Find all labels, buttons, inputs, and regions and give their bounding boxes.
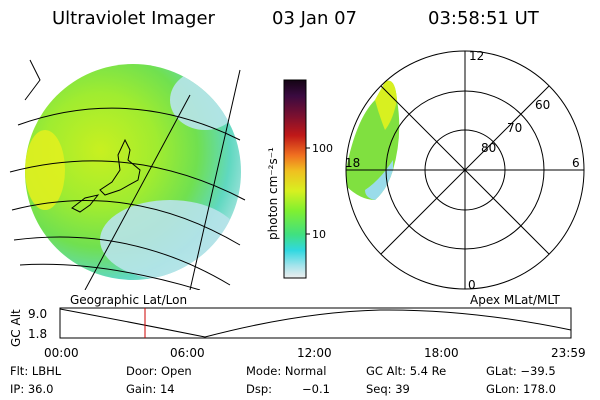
- info-dsp-value: −0.1: [302, 382, 330, 396]
- colorbar-tick-10: 10: [312, 228, 326, 241]
- timeline-xtick-0000: 00:00: [44, 346, 79, 360]
- lat-label-60: 60: [535, 98, 550, 112]
- polar-caption: Apex MLat/MLT: [470, 293, 560, 307]
- timeline-ytick-low: 1.8: [28, 327, 47, 341]
- mlt-label-0: 0: [468, 278, 476, 292]
- timeline-axis-label: GC Alt: [9, 309, 23, 347]
- timeline-xtick-0600: 06:00: [170, 346, 205, 360]
- info-mode: Mode: Normal: [246, 364, 327, 378]
- info-ip: IP: 36.0: [10, 382, 54, 396]
- date-label: 03 Jan 07: [272, 8, 357, 29]
- info-glon: GLon: 178.0: [486, 382, 556, 396]
- info-dsp-label: Dsp:: [246, 382, 273, 396]
- timeline-xtick-1800: 18:00: [424, 346, 459, 360]
- colorbar: 100 10 photon cm⁻²s⁻¹: [266, 79, 333, 279]
- mlt-label-12: 12: [469, 49, 484, 63]
- timeline-xtick-2359: 23:59: [551, 346, 586, 360]
- info-door: Door: Open: [126, 364, 192, 378]
- time-label: 03:58:51 UT: [428, 8, 539, 29]
- lat-label-70: 70: [507, 121, 522, 135]
- altitude-timeline: GC Alt 9.0 1.8: [9, 307, 572, 347]
- colorbar-unit-label: photon cm⁻²s⁻¹: [266, 147, 280, 240]
- new-zealand-coastline: [99, 138, 141, 196]
- latlon-grid: [9, 59, 246, 290]
- info-gain: Gain: 14: [126, 382, 175, 396]
- map-caption: Geographic Lat/Lon: [70, 293, 188, 307]
- mlt-label-18: 18: [345, 156, 360, 170]
- lat-label-80: 80: [481, 141, 496, 155]
- mlt-label-6: 6: [572, 156, 580, 170]
- colorbar-tick-100: 100: [312, 142, 333, 155]
- timeline-ytick-high: 9.0: [28, 307, 47, 321]
- info-glat: GLat: −39.5: [486, 364, 556, 378]
- info-seq: Seq: 39: [366, 382, 410, 396]
- instrument-title: Ultraviolet Imager: [52, 8, 215, 29]
- timeline-frame: [59, 307, 572, 339]
- polar-plot: 12 18 6 0 60 70 80: [345, 49, 585, 292]
- south-island-coastline: [71, 194, 100, 213]
- geographic-map: [9, 59, 246, 290]
- info-gc-alt: GC Alt: 5.4 Re: [366, 364, 447, 378]
- timeline-xtick-1200: 12:00: [297, 346, 332, 360]
- altitude-curve: [59, 308, 572, 338]
- info-flt: Flt: LBHL: [10, 364, 62, 378]
